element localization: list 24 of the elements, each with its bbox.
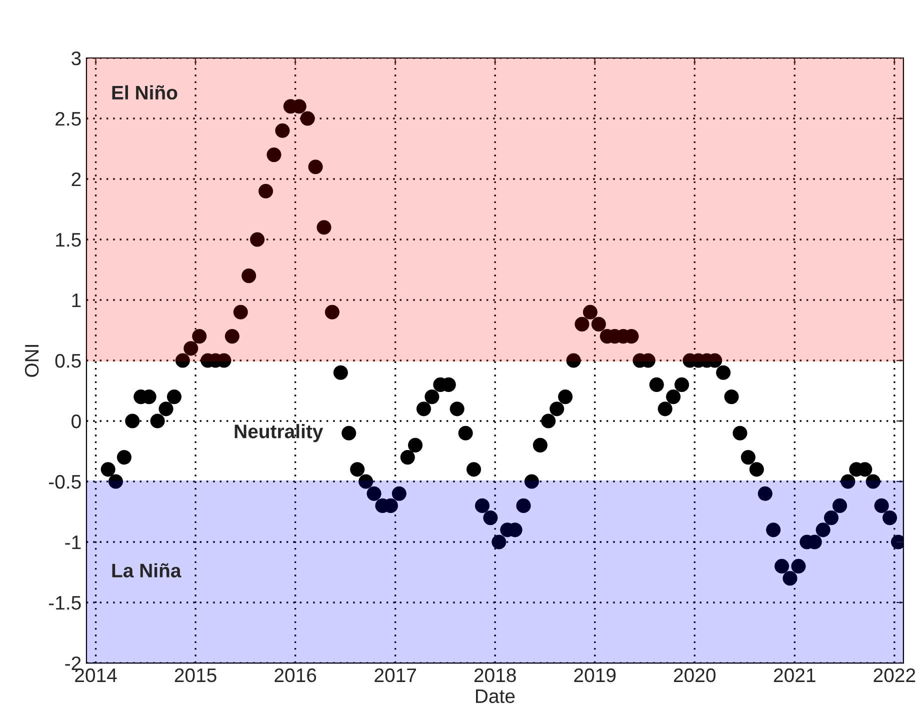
x-tick-label: 2018 xyxy=(474,668,516,682)
x-tick-label: 2015 xyxy=(174,668,216,682)
x-tick-label: 2016 xyxy=(274,668,316,682)
band-label: La Niña xyxy=(112,563,182,578)
y-tick-label: -0.5 xyxy=(48,474,81,489)
y-tick-label: 3 xyxy=(72,51,81,66)
y-tick-label: 2.5 xyxy=(56,112,81,126)
y-tick-label: 0 xyxy=(72,414,81,428)
band-label: El Niño xyxy=(112,85,178,100)
x-tick-label: 2020 xyxy=(674,668,716,682)
annotation: Neutrality xyxy=(234,424,324,442)
y-tick-label: 2 xyxy=(72,172,81,186)
y-tick-label: 1.5 xyxy=(56,233,81,247)
x-tick-label: 2017 xyxy=(374,668,416,682)
x-axis-title: Date xyxy=(476,689,515,704)
y-tick-label: 0.5 xyxy=(55,354,81,368)
y-tick-label: -1 xyxy=(65,536,81,550)
x-tick-label: 2019 xyxy=(574,668,616,682)
x-tick-label: 2022 xyxy=(874,668,916,682)
y-tick-label: -1.5 xyxy=(48,596,81,610)
y-tick-label: 1 xyxy=(72,294,81,308)
x-tick-label: 2021 xyxy=(774,668,816,682)
x-tick-label: 2014 xyxy=(75,668,117,682)
y-axis-title: ONI xyxy=(24,345,39,377)
